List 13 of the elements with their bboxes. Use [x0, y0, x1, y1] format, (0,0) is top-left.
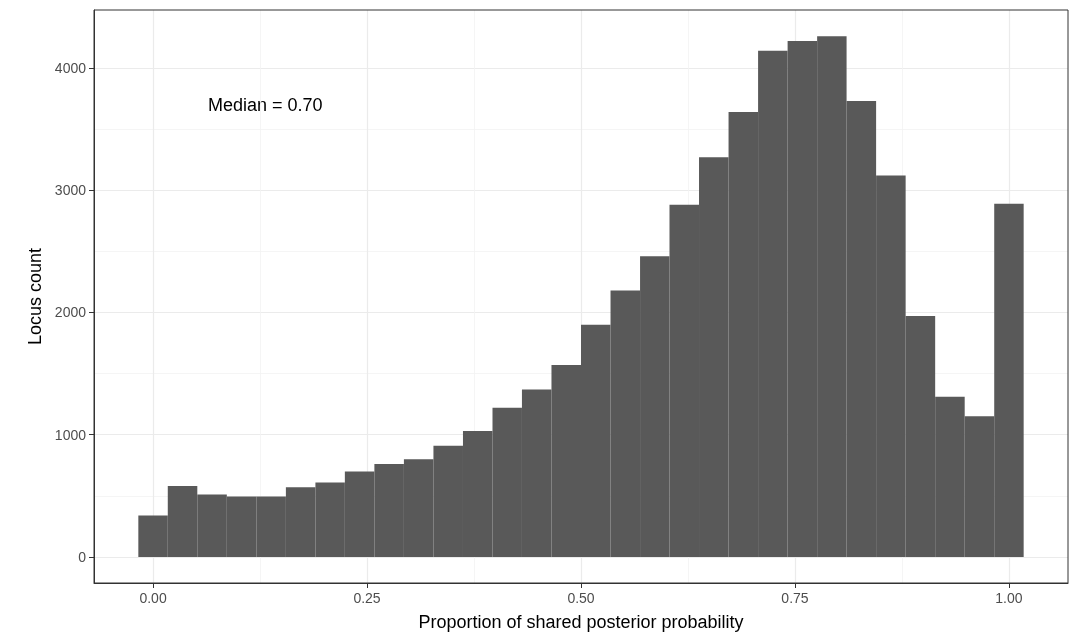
x-tick-label: 0.75 [781, 590, 809, 606]
y-tick-label: 3000 [54, 182, 87, 199]
y-axis-title: Locus count [24, 247, 45, 346]
x-tick-label: 0.25 [353, 590, 381, 606]
x-tick-label: 0.50 [567, 590, 595, 606]
x-axis-title: Proportion of shared posterior probability [418, 612, 744, 632]
y-tick-label: 2000 [54, 304, 87, 321]
annotation: Median = 0.70 [208, 95, 323, 115]
y-tick-label: 1000 [54, 426, 87, 443]
y-tick-label: 0 [78, 548, 87, 565]
y-tick-label: 4000 [54, 59, 87, 76]
x-tick-label: 1.00 [995, 590, 1023, 606]
x-tick-label: 0.00 [139, 590, 167, 606]
